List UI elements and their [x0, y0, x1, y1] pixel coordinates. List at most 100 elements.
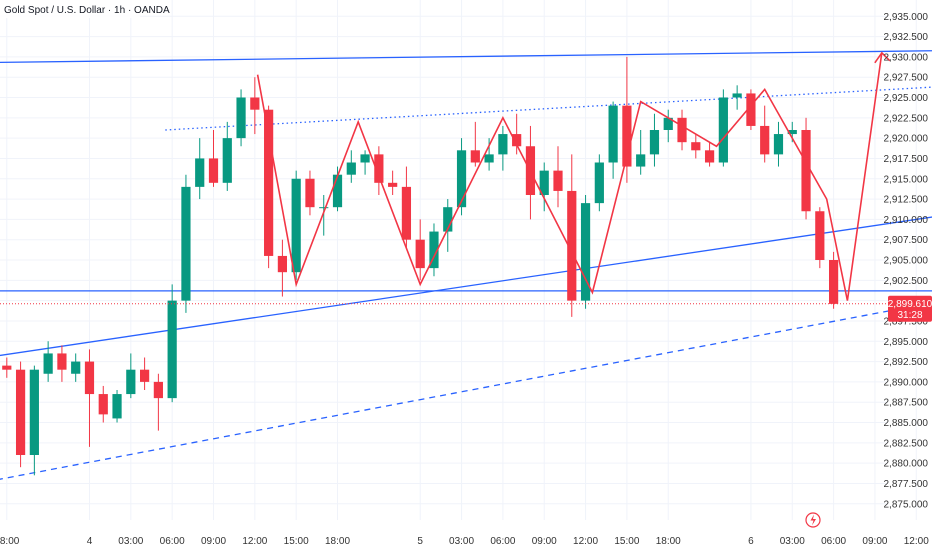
candle-body[interactable] — [15, 369, 26, 455]
candle[interactable] — [222, 121, 232, 191]
candle[interactable] — [567, 154, 577, 317]
candle-body[interactable] — [567, 190, 577, 301]
candle[interactable] — [553, 146, 563, 208]
candle-body[interactable] — [84, 361, 95, 395]
candle-body[interactable] — [608, 105, 618, 163]
candle[interactable] — [57, 345, 67, 382]
candle[interactable] — [208, 130, 219, 187]
candle-body[interactable] — [332, 174, 343, 208]
candle[interactable] — [98, 385, 108, 423]
candle[interactable] — [498, 125, 508, 171]
candle-body[interactable] — [691, 142, 701, 151]
candle-body[interactable] — [718, 97, 728, 163]
candle-body[interactable] — [484, 154, 494, 163]
candle-body[interactable] — [181, 186, 191, 301]
candle[interactable] — [250, 77, 260, 135]
candle[interactable] — [291, 170, 301, 281]
candle-body[interactable] — [29, 369, 39, 455]
candle-body[interactable] — [829, 260, 839, 304]
wave-projection[interactable] — [256, 51, 891, 301]
candle[interactable] — [71, 353, 81, 382]
candle[interactable] — [829, 251, 839, 309]
candle[interactable] — [388, 170, 398, 195]
candle-body[interactable] — [636, 154, 646, 167]
candle-body[interactable] — [98, 394, 108, 415]
candle-body[interactable] — [760, 125, 770, 155]
candle[interactable] — [415, 219, 425, 281]
candle[interactable] — [456, 138, 467, 216]
candle-body[interactable] — [112, 394, 122, 419]
candle[interactable] — [15, 361, 26, 468]
candle[interactable] — [277, 239, 287, 297]
candle-body[interactable] — [815, 211, 825, 260]
time-axis[interactable]: 18:00 4 03:00 06:00 09:00 12:00 15:00 18:00 5 03:… — [0, 536, 932, 547]
candle[interactable] — [801, 117, 811, 220]
candle-body[interactable] — [401, 186, 412, 240]
candle[interactable] — [773, 121, 784, 167]
candle[interactable] — [608, 101, 618, 179]
candle[interactable] — [126, 353, 136, 399]
candle-body[interactable] — [57, 353, 67, 370]
candle[interactable] — [43, 341, 53, 382]
candle-body[interactable] — [539, 170, 549, 195]
candle-body[interactable] — [208, 158, 219, 183]
candle[interactable] — [401, 166, 412, 248]
candle-body[interactable] — [277, 255, 287, 273]
candle[interactable] — [374, 146, 384, 195]
candle-body[interactable] — [43, 353, 53, 374]
candle-body[interactable] — [801, 130, 811, 212]
candle-body[interactable] — [553, 170, 563, 191]
candle[interactable] — [512, 113, 522, 155]
candle-body[interactable] — [746, 93, 756, 126]
candle-body[interactable] — [305, 178, 315, 208]
candle-body[interactable] — [677, 117, 687, 143]
candle-body[interactable] — [71, 361, 81, 374]
candle-body[interactable] — [167, 300, 177, 399]
candle-body[interactable] — [773, 134, 784, 155]
candle[interactable] — [181, 174, 191, 313]
candle[interactable] — [636, 130, 646, 175]
wave-path-line[interactable] — [256, 52, 883, 301]
candle-body[interactable] — [649, 130, 660, 155]
candle-body[interactable] — [429, 231, 439, 269]
candle-body[interactable] — [456, 150, 467, 208]
upper-channel-line[interactable] — [0, 50, 932, 64]
candle-body[interactable] — [2, 365, 12, 370]
candle[interactable] — [663, 109, 673, 143]
candle[interactable] — [470, 121, 480, 167]
candle[interactable] — [594, 154, 604, 212]
candle-body[interactable] — [140, 369, 150, 382]
candle-body[interactable] — [498, 134, 508, 155]
candle[interactable] — [332, 166, 343, 212]
candle[interactable] — [718, 89, 728, 167]
candle-body[interactable] — [663, 117, 673, 130]
candle[interactable] — [346, 150, 356, 183]
candle[interactable] — [112, 390, 122, 423]
lightning-icon[interactable] — [805, 512, 821, 528]
candle-body[interactable] — [346, 162, 356, 175]
candle[interactable] — [167, 284, 177, 403]
candle[interactable] — [649, 113, 660, 167]
candles[interactable] — [2, 56, 839, 476]
candle[interactable] — [29, 365, 39, 476]
candle[interactable] — [360, 150, 370, 175]
upper-dotted-trendline[interactable] — [165, 85, 932, 131]
candle[interactable] — [760, 105, 770, 163]
candle-body[interactable] — [594, 162, 604, 204]
candle-body[interactable] — [732, 93, 742, 98]
candle[interactable] — [580, 195, 591, 309]
mid-ascending-trendline[interactable] — [0, 215, 932, 357]
candle[interactable] — [691, 134, 701, 159]
candle[interactable] — [539, 162, 549, 212]
candle[interactable] — [153, 373, 163, 431]
candle-body[interactable] — [470, 150, 480, 163]
candle-body[interactable] — [236, 97, 246, 139]
lower-dashed-trendline[interactable] — [0, 297, 932, 482]
candle[interactable] — [484, 138, 494, 171]
candle-body[interactable] — [388, 182, 398, 187]
candle-body[interactable] — [787, 130, 797, 135]
candle[interactable] — [305, 170, 315, 216]
candle-body[interactable] — [415, 239, 425, 269]
